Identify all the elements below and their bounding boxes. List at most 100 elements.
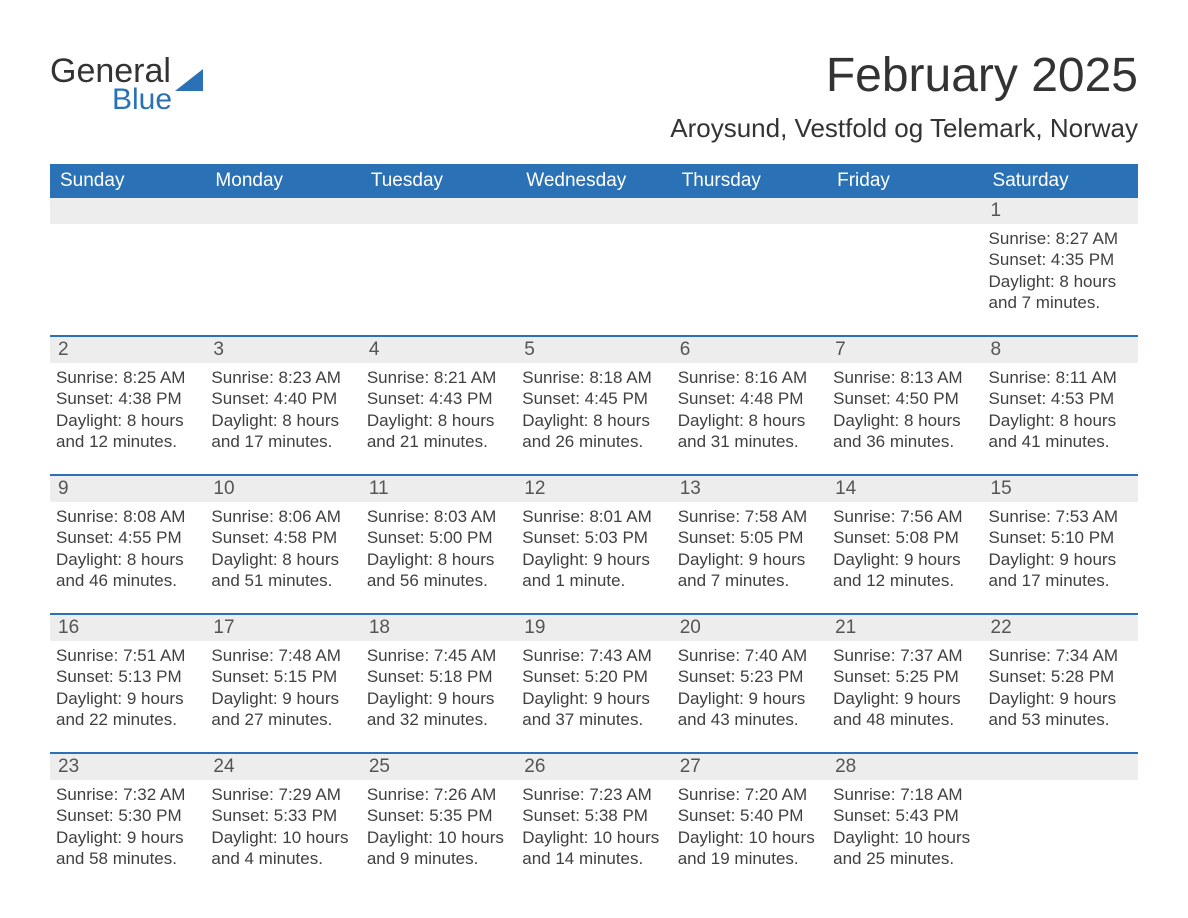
day-details: Sunrise: 7:32 AMSunset: 5:30 PMDaylight:… bbox=[56, 784, 199, 869]
calendar-day-cell bbox=[516, 198, 671, 336]
day-number-bar: 13 bbox=[672, 476, 827, 502]
day-details: Sunrise: 8:11 AMSunset: 4:53 PMDaylight:… bbox=[989, 367, 1132, 452]
calendar-day-cell: 21Sunrise: 7:37 AMSunset: 5:25 PMDayligh… bbox=[827, 614, 982, 753]
calendar-day-cell: 28Sunrise: 7:18 AMSunset: 5:43 PMDayligh… bbox=[827, 753, 982, 891]
day-number-bar: 11 bbox=[361, 476, 516, 502]
sunset-text: Sunset: 5:18 PM bbox=[367, 666, 510, 687]
sunset-text: Sunset: 4:53 PM bbox=[989, 388, 1132, 409]
daylight-text: Daylight: 10 hours and 4 minutes. bbox=[211, 827, 354, 870]
sunset-text: Sunset: 5:05 PM bbox=[678, 527, 821, 548]
location-subtitle: Aroysund, Vestfold og Telemark, Norway bbox=[670, 113, 1138, 144]
daylight-text: Daylight: 9 hours and 43 minutes. bbox=[678, 688, 821, 731]
day-number-bar bbox=[672, 198, 827, 224]
sunset-text: Sunset: 4:35 PM bbox=[989, 249, 1132, 270]
day-number-bar: 18 bbox=[361, 615, 516, 641]
day-number-bar: 26 bbox=[516, 754, 671, 780]
calendar-day-cell: 25Sunrise: 7:26 AMSunset: 5:35 PMDayligh… bbox=[361, 753, 516, 891]
weekday-header: Wednesday bbox=[516, 164, 671, 198]
day-details: Sunrise: 7:18 AMSunset: 5:43 PMDaylight:… bbox=[833, 784, 976, 869]
sunrise-text: Sunrise: 8:08 AM bbox=[56, 506, 199, 527]
calendar-body: 1Sunrise: 8:27 AMSunset: 4:35 PMDaylight… bbox=[50, 198, 1138, 891]
sunset-text: Sunset: 5:08 PM bbox=[833, 527, 976, 548]
day-number-bar bbox=[361, 198, 516, 224]
daylight-text: Daylight: 9 hours and 53 minutes. bbox=[989, 688, 1132, 731]
sunset-text: Sunset: 5:43 PM bbox=[833, 805, 976, 826]
calendar-day-cell bbox=[361, 198, 516, 336]
day-details: Sunrise: 8:23 AMSunset: 4:40 PMDaylight:… bbox=[211, 367, 354, 452]
day-details: Sunrise: 7:58 AMSunset: 5:05 PMDaylight:… bbox=[678, 506, 821, 591]
daylight-text: Daylight: 9 hours and 48 minutes. bbox=[833, 688, 976, 731]
calendar-day-cell: 22Sunrise: 7:34 AMSunset: 5:28 PMDayligh… bbox=[983, 614, 1138, 753]
daylight-text: Daylight: 8 hours and 17 minutes. bbox=[211, 410, 354, 453]
sunrise-text: Sunrise: 7:34 AM bbox=[989, 645, 1132, 666]
sunrise-text: Sunrise: 7:26 AM bbox=[367, 784, 510, 805]
sunset-text: Sunset: 5:20 PM bbox=[522, 666, 665, 687]
day-details: Sunrise: 7:43 AMSunset: 5:20 PMDaylight:… bbox=[522, 645, 665, 730]
sunset-text: Sunset: 5:35 PM bbox=[367, 805, 510, 826]
sunrise-text: Sunrise: 7:45 AM bbox=[367, 645, 510, 666]
sunrise-text: Sunrise: 8:01 AM bbox=[522, 506, 665, 527]
calendar-day-cell bbox=[983, 753, 1138, 891]
sunrise-text: Sunrise: 7:37 AM bbox=[833, 645, 976, 666]
logo-flag-icon bbox=[175, 69, 203, 91]
day-details: Sunrise: 7:40 AMSunset: 5:23 PMDaylight:… bbox=[678, 645, 821, 730]
day-details: Sunrise: 8:06 AMSunset: 4:58 PMDaylight:… bbox=[211, 506, 354, 591]
daylight-text: Daylight: 9 hours and 27 minutes. bbox=[211, 688, 354, 731]
day-number-bar: 4 bbox=[361, 337, 516, 363]
day-number-bar: 14 bbox=[827, 476, 982, 502]
calendar-week-row: 1Sunrise: 8:27 AMSunset: 4:35 PMDaylight… bbox=[50, 198, 1138, 336]
sunrise-text: Sunrise: 8:16 AM bbox=[678, 367, 821, 388]
sunrise-text: Sunrise: 7:43 AM bbox=[522, 645, 665, 666]
daylight-text: Daylight: 9 hours and 58 minutes. bbox=[56, 827, 199, 870]
sunrise-text: Sunrise: 8:03 AM bbox=[367, 506, 510, 527]
calendar-day-cell: 8Sunrise: 8:11 AMSunset: 4:53 PMDaylight… bbox=[983, 336, 1138, 475]
sunset-text: Sunset: 5:13 PM bbox=[56, 666, 199, 687]
daylight-text: Daylight: 8 hours and 12 minutes. bbox=[56, 410, 199, 453]
sunset-text: Sunset: 4:50 PM bbox=[833, 388, 976, 409]
sunset-text: Sunset: 5:15 PM bbox=[211, 666, 354, 687]
calendar-week-row: 16Sunrise: 7:51 AMSunset: 5:13 PMDayligh… bbox=[50, 614, 1138, 753]
day-number-bar: 2 bbox=[50, 337, 205, 363]
day-details: Sunrise: 8:16 AMSunset: 4:48 PMDaylight:… bbox=[678, 367, 821, 452]
day-number-bar: 6 bbox=[672, 337, 827, 363]
day-number-bar bbox=[205, 198, 360, 224]
daylight-text: Daylight: 8 hours and 46 minutes. bbox=[56, 549, 199, 592]
daylight-text: Daylight: 8 hours and 7 minutes. bbox=[989, 271, 1132, 314]
calendar-week-row: 23 Sunrise: 7:32 AMSunset: 5:30 PMDayligh… bbox=[50, 753, 1138, 891]
sunrise-text: Sunrise: 7:20 AM bbox=[678, 784, 821, 805]
calendar-day-cell bbox=[672, 198, 827, 336]
calendar-day-cell: 27Sunrise: 7:20 AMSunset: 5:40 PMDayligh… bbox=[672, 753, 827, 891]
day-number-bar: 20 bbox=[672, 615, 827, 641]
sunset-text: Sunset: 5:28 PM bbox=[989, 666, 1132, 687]
sunset-text: Sunset: 5:40 PM bbox=[678, 805, 821, 826]
calendar-day-cell: 7Sunrise: 8:13 AMSunset: 4:50 PMDaylight… bbox=[827, 336, 982, 475]
daylight-text: Daylight: 9 hours and 1 minute. bbox=[522, 549, 665, 592]
weekday-header-row: SundayMondayTuesdayWednesdayThursdayFrid… bbox=[50, 164, 1138, 198]
day-number-bar: 23 bbox=[50, 754, 205, 780]
day-details: Sunrise: 8:13 AMSunset: 4:50 PMDaylight:… bbox=[833, 367, 976, 452]
calendar-day-cell: 3Sunrise: 8:23 AMSunset: 4:40 PMDaylight… bbox=[205, 336, 360, 475]
daylight-text: Daylight: 10 hours and 14 minutes. bbox=[522, 827, 665, 870]
sunset-text: Sunset: 5:38 PM bbox=[522, 805, 665, 826]
calendar-day-cell: 17Sunrise: 7:48 AMSunset: 5:15 PMDayligh… bbox=[205, 614, 360, 753]
calendar-day-cell: 2Sunrise: 8:25 AMSunset: 4:38 PMDaylight… bbox=[50, 336, 205, 475]
day-details: Sunrise: 8:01 AMSunset: 5:03 PMDaylight:… bbox=[522, 506, 665, 591]
day-number-bar: 9 bbox=[50, 476, 205, 502]
day-details: Sunrise: 7:34 AMSunset: 5:28 PMDaylight:… bbox=[989, 645, 1132, 730]
day-details: Sunrise: 8:08 AMSunset: 4:55 PMDaylight:… bbox=[56, 506, 199, 591]
sunrise-text: Sunrise: 8:25 AM bbox=[56, 367, 199, 388]
day-details: Sunrise: 7:23 AMSunset: 5:38 PMDaylight:… bbox=[522, 784, 665, 869]
calendar-day-cell bbox=[827, 198, 982, 336]
daylight-text: Daylight: 9 hours and 12 minutes. bbox=[833, 549, 976, 592]
day-details: Sunrise: 8:03 AMSunset: 5:00 PMDaylight:… bbox=[367, 506, 510, 591]
sunset-text: Sunset: 5:25 PM bbox=[833, 666, 976, 687]
daylight-text: Daylight: 8 hours and 51 minutes. bbox=[211, 549, 354, 592]
daylight-text: Daylight: 9 hours and 7 minutes. bbox=[678, 549, 821, 592]
sunrise-text: Sunrise: 7:48 AM bbox=[211, 645, 354, 666]
calendar-day-cell: 16Sunrise: 7:51 AMSunset: 5:13 PMDayligh… bbox=[50, 614, 205, 753]
day-number-bar bbox=[516, 198, 671, 224]
weekday-header: Sunday bbox=[50, 164, 205, 198]
daylight-text: Daylight: 8 hours and 31 minutes. bbox=[678, 410, 821, 453]
calendar-day-cell: 4Sunrise: 8:21 AMSunset: 4:43 PMDaylight… bbox=[361, 336, 516, 475]
sunrise-text: Sunrise: 7:58 AM bbox=[678, 506, 821, 527]
